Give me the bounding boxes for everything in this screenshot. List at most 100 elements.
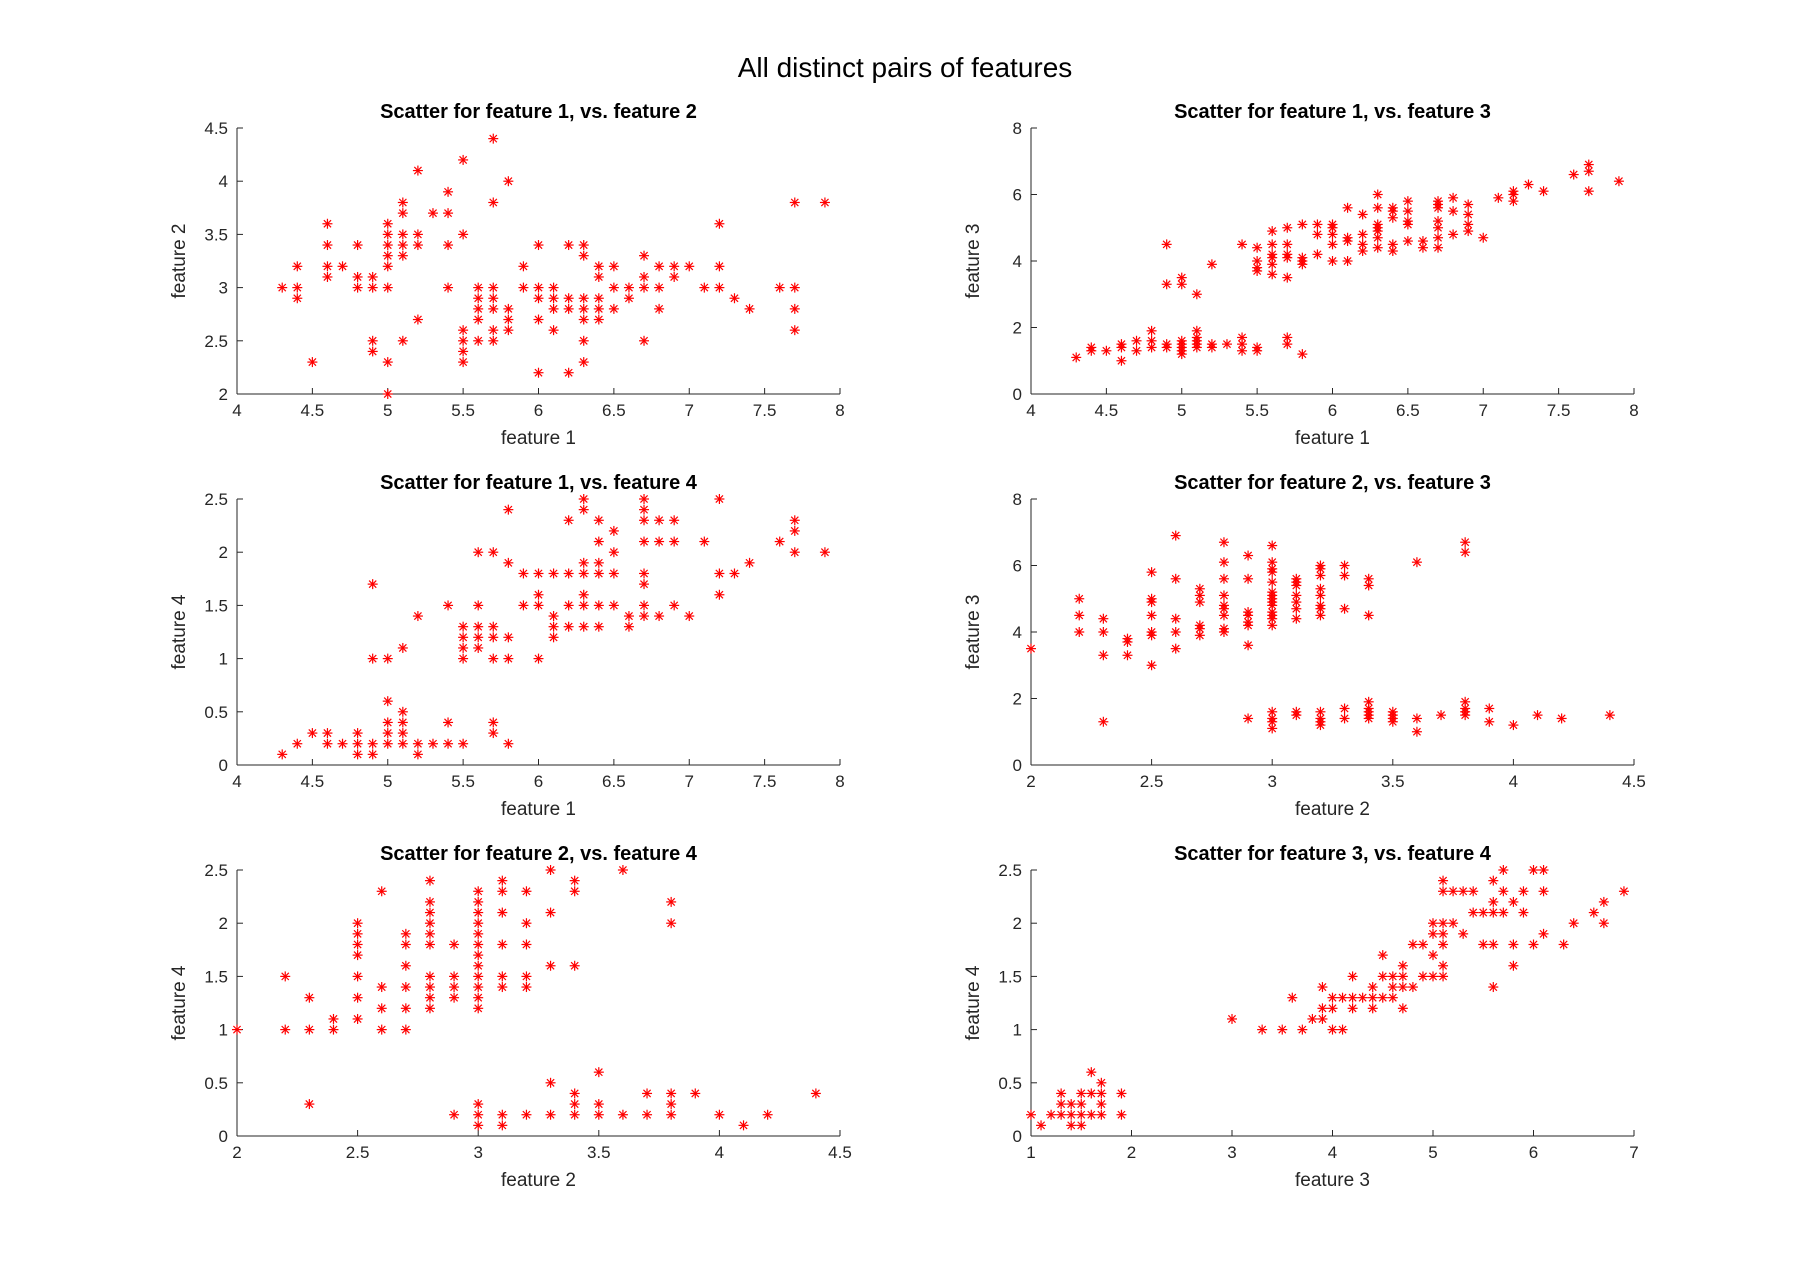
x-tick-label: 5.5 [1245, 401, 1269, 420]
data-point [578, 494, 589, 504]
data-point [397, 717, 408, 728]
data-point [1291, 573, 1302, 584]
data-point [1307, 1013, 1318, 1024]
data-point [563, 367, 574, 378]
panel-title: Scatter for feature 2, vs. feature 3 [1174, 472, 1491, 494]
data-point [1460, 537, 1471, 548]
data-point [521, 939, 532, 950]
data-point [593, 1109, 604, 1120]
x-tick-label: 4 [1328, 1143, 1337, 1162]
data-point [1458, 886, 1469, 897]
x-tick-label: 2.5 [346, 1143, 370, 1162]
data-point [449, 982, 460, 993]
data-point [623, 611, 634, 622]
data-point [789, 325, 800, 336]
y-tick-label: 4.5 [204, 119, 228, 138]
data-point [593, 271, 604, 282]
data-point [774, 282, 785, 293]
data-point [1357, 246, 1368, 257]
data-point [488, 197, 499, 208]
data-point [1243, 573, 1254, 584]
data-point [548, 568, 559, 579]
data-point [1342, 202, 1353, 213]
data-point [1339, 703, 1350, 714]
data-point [1433, 242, 1444, 253]
data-point [1493, 192, 1504, 203]
data-point [1411, 726, 1422, 737]
data-point [1267, 249, 1278, 260]
data-point [1066, 1120, 1077, 1131]
data-point [397, 728, 408, 739]
data-point [473, 303, 484, 314]
data-point [1402, 196, 1413, 207]
data-point [1363, 610, 1374, 621]
data-point [1327, 229, 1338, 240]
data-point [304, 1024, 315, 1035]
data-point [623, 282, 634, 293]
data-point [497, 982, 508, 993]
data-point [473, 960, 484, 971]
data-point [1518, 886, 1529, 897]
data-point [497, 875, 508, 886]
data-point [1076, 1120, 1087, 1131]
data-point [578, 303, 589, 314]
data-point [1221, 339, 1232, 350]
data-point [1538, 186, 1549, 197]
data-point [1417, 236, 1428, 247]
data-point [473, 918, 484, 929]
data-point [458, 738, 469, 749]
data-point [232, 1024, 242, 1035]
data-point [488, 293, 499, 304]
data-point [1498, 907, 1509, 918]
data-point [473, 642, 484, 653]
x-axis-label: feature 1 [501, 799, 576, 820]
data-point [1146, 567, 1157, 578]
data-point [1397, 982, 1408, 993]
data-point [488, 547, 499, 558]
x-tick-label: 3.5 [1381, 772, 1405, 791]
data-point [1357, 239, 1368, 250]
data-point [654, 515, 665, 526]
data-point [397, 706, 408, 717]
data-point [1170, 613, 1181, 624]
data-point [1357, 992, 1368, 1003]
data-point [1327, 219, 1338, 230]
data-point [1146, 610, 1157, 621]
data-point [488, 303, 499, 314]
data-point [1282, 239, 1293, 250]
data-point [578, 293, 589, 304]
data-point [473, 971, 484, 982]
x-tick-label: 5 [1428, 1143, 1437, 1162]
data-point [443, 600, 454, 611]
data-point [352, 992, 363, 1003]
data-point [1291, 706, 1302, 717]
data-point [1448, 886, 1459, 897]
data-point [729, 568, 740, 579]
data-point [473, 928, 484, 939]
y-tick-label: 2 [1013, 914, 1022, 933]
data-point [654, 282, 665, 293]
data-point [497, 971, 508, 982]
data-point [292, 293, 303, 304]
data-point [666, 918, 677, 929]
data-point [1267, 226, 1278, 237]
data-point [1339, 560, 1350, 571]
data-point [593, 568, 604, 579]
data-point [382, 738, 393, 749]
data-point [1146, 660, 1157, 671]
data-point [639, 504, 650, 515]
data-point [503, 314, 514, 325]
data-point [473, 886, 484, 897]
data-point [1194, 590, 1205, 601]
data-point [280, 971, 291, 982]
data-point [382, 218, 393, 229]
data-point [1488, 982, 1499, 993]
data-point [1538, 886, 1549, 897]
data-point [1433, 222, 1444, 233]
x-tick-label: 7 [685, 401, 694, 420]
data-point [1337, 992, 1348, 1003]
data-point [545, 865, 556, 875]
data-point [563, 515, 574, 526]
data-point [1347, 971, 1358, 982]
data-point [563, 621, 574, 632]
